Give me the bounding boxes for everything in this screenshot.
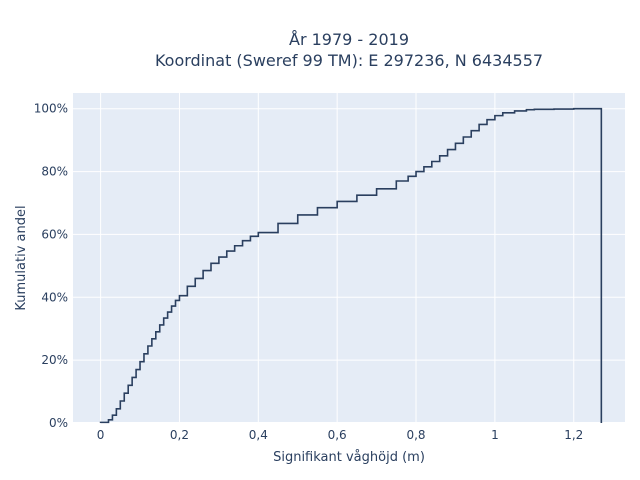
plot-area xyxy=(73,93,625,423)
y-tick-label: 80% xyxy=(41,165,68,179)
x-gridlines xyxy=(100,93,575,423)
cdf-series-line xyxy=(99,107,603,424)
x-tick-label: 0 xyxy=(97,428,105,442)
x-tick-labels: 0 0,2 0,4 0,6 0,8 1 1,2 xyxy=(97,428,584,442)
y-tick-label: 100% xyxy=(34,102,68,116)
y-gridlines xyxy=(73,108,625,424)
x-tick-label: 1,2 xyxy=(564,428,583,442)
y-tick-label: 20% xyxy=(41,353,68,367)
y-tick-label: 0% xyxy=(49,416,68,430)
y-tick-label: 40% xyxy=(41,290,68,304)
x-tick-label: 0,2 xyxy=(170,428,189,442)
x-tick-label: 0,6 xyxy=(328,428,347,442)
x-tick-label: 1 xyxy=(491,428,499,442)
y-axis-label: Kumulativ andel xyxy=(14,205,29,310)
y-tick-labels: 0% 20% 40% 60% 80% 100% xyxy=(34,102,68,430)
chart-title-line2: Koordinat (Sweref 99 TM): E 297236, N 64… xyxy=(155,51,543,70)
x-tick-label: 0,4 xyxy=(249,428,268,442)
y-tick-label: 60% xyxy=(41,227,68,241)
chart-title-line1: År 1979 - 2019 xyxy=(289,30,409,49)
x-axis-label: Signifikant våghöjd (m) xyxy=(273,450,425,465)
x-tick-label: 0,8 xyxy=(406,428,425,442)
